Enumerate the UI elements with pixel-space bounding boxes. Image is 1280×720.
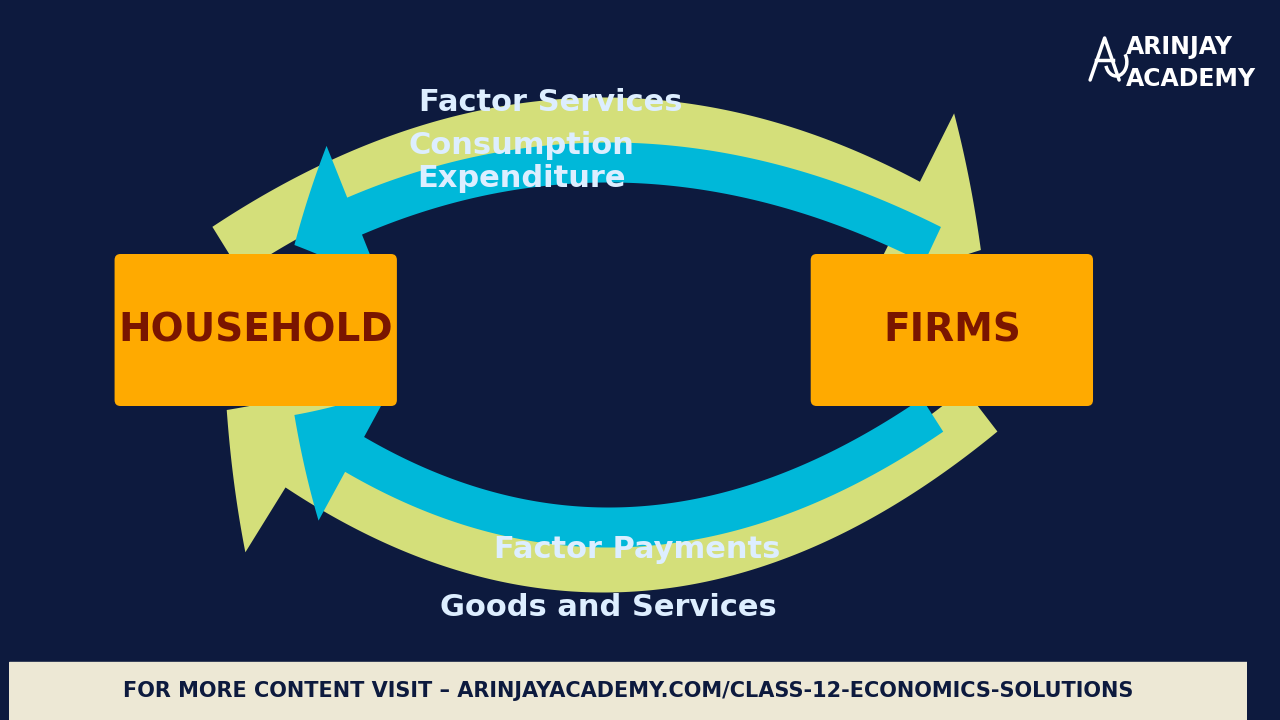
Text: Goods and Services: Goods and Services (440, 593, 777, 623)
Text: FIRMS: FIRMS (883, 311, 1020, 349)
Text: FOR MORE CONTENT VISIT – ARINJAYACADEMY.COM/CLASS-12-ECONOMICS-SOLUTIONS: FOR MORE CONTENT VISIT – ARINJAYACADEMY.… (123, 681, 1133, 701)
Polygon shape (294, 143, 941, 287)
FancyBboxPatch shape (810, 254, 1093, 406)
FancyBboxPatch shape (115, 254, 397, 406)
Bar (9, 662, 1247, 720)
Text: Consumption
Expenditure: Consumption Expenditure (408, 131, 635, 193)
Text: Factor Payments: Factor Payments (494, 536, 781, 564)
Text: HOUSEHOLD: HOUSEHOLD (119, 311, 393, 349)
Text: Factor Services: Factor Services (419, 88, 682, 117)
Text: ARINJAY
ACADEMY: ARINJAY ACADEMY (1126, 35, 1256, 91)
Polygon shape (212, 97, 980, 299)
Polygon shape (227, 377, 997, 593)
Polygon shape (294, 388, 943, 547)
